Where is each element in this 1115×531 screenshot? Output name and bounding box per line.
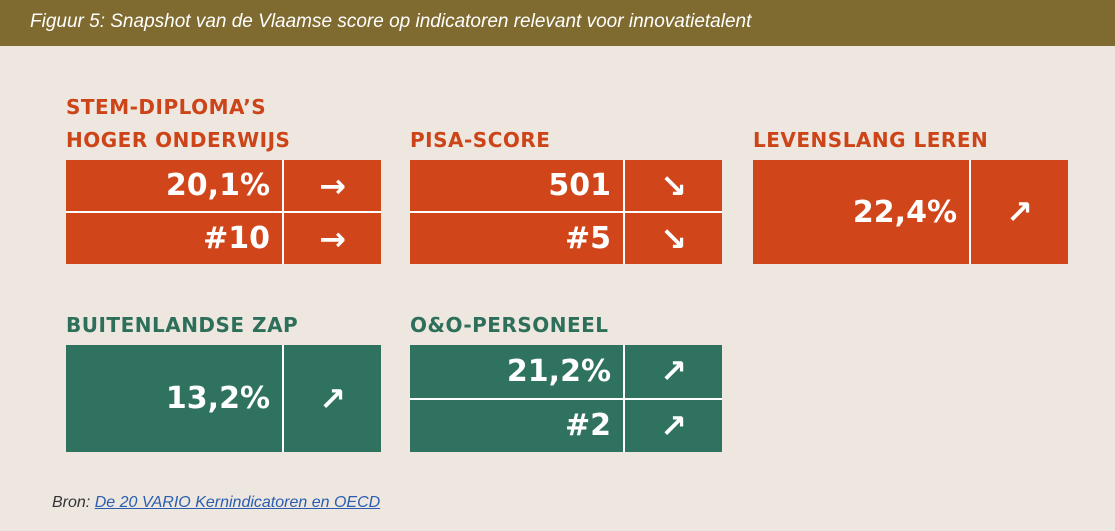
panel-box: 21,2% ↗ #2 ↗ xyxy=(410,345,722,452)
panel-title: STEM-DIPLOMA’S xyxy=(66,95,267,119)
panel-row: #5 ↘ xyxy=(410,211,722,264)
panel-box: 20,1% → #10 → xyxy=(66,160,381,264)
source-link[interactable]: De 20 VARIO Kernindicatoren en OECD xyxy=(94,494,381,511)
panel-title: O&O-PERSONEEL xyxy=(410,313,609,337)
panel-row: 13,2% ↗ xyxy=(66,345,381,452)
panel-box: 501 ↘ #5 ↘ xyxy=(410,160,722,264)
trend-arrow: ↘ xyxy=(660,219,687,258)
trend-arrow: ↗ xyxy=(319,379,346,418)
indicator-value: 501 xyxy=(410,160,625,211)
indicator-value: #10 xyxy=(66,213,284,264)
panel-title: PISA-SCORE xyxy=(410,128,551,152)
panel-row: 501 ↘ xyxy=(410,160,722,211)
indicator-value: 13,2% xyxy=(66,345,284,452)
indicator-value: #5 xyxy=(410,213,625,264)
indicator-value: 20,1% xyxy=(66,160,284,211)
panel-title: LEVENSLANG LEREN xyxy=(753,128,989,152)
trend-arrow: → xyxy=(319,219,346,258)
trend-arrow: → xyxy=(319,166,346,205)
source-label: Bron: xyxy=(52,494,91,511)
indicator-value: #2 xyxy=(410,399,625,452)
trend-arrow: ↘ xyxy=(660,166,687,205)
panel-box: 13,2% ↗ xyxy=(66,345,381,452)
panel-title: BUITENLANDSE ZAP xyxy=(66,313,299,337)
indicator-value: 21,2% xyxy=(410,345,625,398)
panel-row: 21,2% ↗ xyxy=(410,345,722,398)
trend-arrow: ↗ xyxy=(660,352,687,391)
panel-box: 22,4% ↗ xyxy=(753,160,1068,264)
trend-arrow: ↗ xyxy=(660,406,687,445)
panel-row: #2 ↗ xyxy=(410,397,722,452)
indicator-value: 22,4% xyxy=(753,160,971,264)
header-title: Figuur 5: Snapshot van de Vlaamse score … xyxy=(30,11,752,32)
panel-title: HOGER ONDERWIJS xyxy=(66,128,291,152)
panel-row: 20,1% → xyxy=(66,160,381,211)
source: Bron: De 20 VARIO Kernindicatoren en OEC… xyxy=(52,494,380,512)
header: Figuur 5: Snapshot van de Vlaamse score … xyxy=(0,0,1115,46)
panel-row: #10 → xyxy=(66,211,381,264)
panel-row: 22,4% ↗ xyxy=(753,160,1068,264)
trend-arrow: ↗ xyxy=(1006,193,1033,231)
